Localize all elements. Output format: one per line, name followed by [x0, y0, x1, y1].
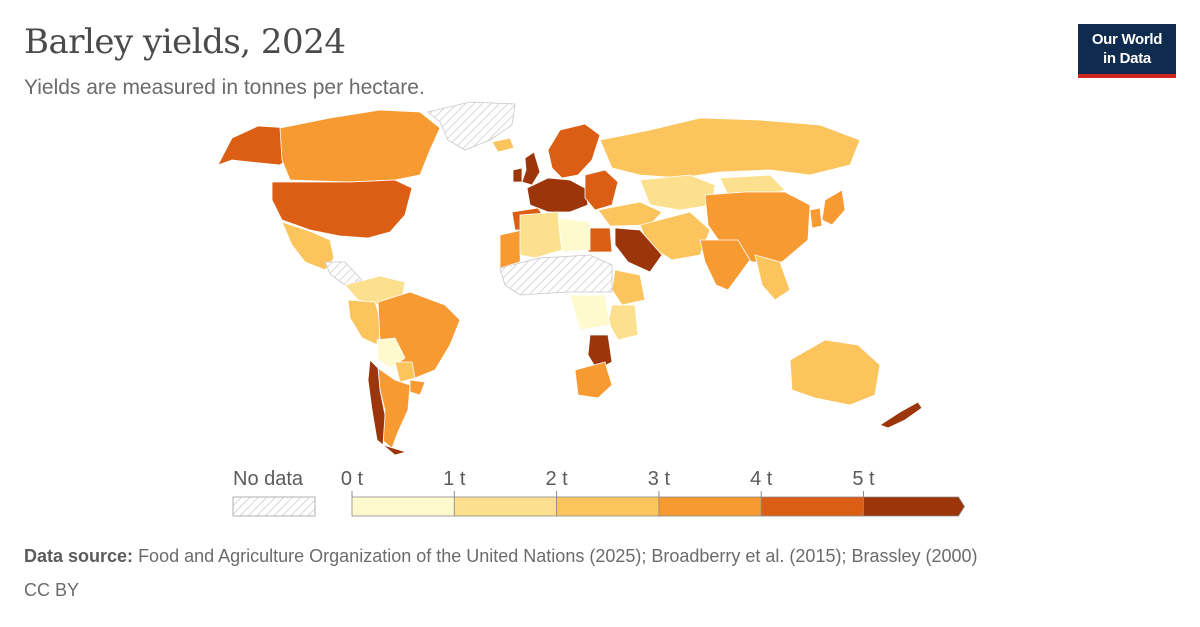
chart-title: Barley yields, 2024: [24, 22, 346, 62]
region-canada[interactable]: [279, 109, 441, 183]
region-iceland[interactable]: [491, 137, 515, 153]
region-ireland[interactable]: [512, 167, 523, 183]
region-morocco[interactable]: [499, 229, 523, 269]
region-sahel-west-africa[interactable]: [499, 254, 613, 296]
region-japan[interactable]: [821, 189, 846, 226]
region-dr-congo-region[interactable]: [569, 294, 611, 331]
legend-tick-label-5: 5 t: [852, 468, 875, 490]
region-new-zealand[interactable]: [879, 401, 923, 429]
logo-line-2: in Data: [1103, 50, 1151, 67]
data-source: Data source: Food and Agriculture Organi…: [24, 546, 978, 567]
region-uruguay[interactable]: [409, 379, 426, 396]
legend-tick-label-3: 3 t: [648, 468, 671, 490]
region-united-states[interactable]: [271, 179, 413, 239]
legend-tick-label-2: 2 t: [545, 468, 568, 490]
chart-subtitle: Yields are measured in tonnes per hectar…: [24, 76, 425, 99]
data-source-label: Data source:: [24, 546, 134, 566]
region-peru-ecuador[interactable]: [347, 299, 383, 346]
map-regions: [217, 101, 923, 456]
region-india[interactable]: [699, 239, 751, 291]
logo-line-1: Our World: [1091, 31, 1163, 48]
legend-tick-label-1: 1 t: [443, 468, 466, 490]
legend-bin-2[interactable]: [556, 496, 660, 517]
region-korea[interactable]: [809, 207, 823, 229]
region-australia[interactable]: [789, 339, 881, 406]
region-argentina[interactable]: [377, 367, 411, 449]
region-central-america[interactable]: [324, 261, 363, 286]
region-western-europe[interactable]: [526, 177, 589, 213]
map-legend: No data 0 t 1 t 2 t 3 t 4 t 5 t: [232, 468, 965, 517]
owid-logo[interactable]: Our World in Data: [1078, 24, 1176, 78]
region-south-africa[interactable]: [574, 361, 613, 399]
region-chile[interactable]: [367, 359, 408, 456]
region-eastern-europe[interactable]: [584, 169, 619, 211]
region-algeria[interactable]: [519, 211, 563, 259]
region-russia[interactable]: [599, 117, 861, 179]
legend-bin-0[interactable]: [351, 496, 455, 517]
legend-bin-5[interactable]: [863, 496, 965, 517]
region-kenya-tanzania[interactable]: [607, 304, 639, 341]
legend-bin-3[interactable]: [658, 496, 762, 517]
region-united-kingdom[interactable]: [521, 151, 541, 186]
legend-bin-1[interactable]: [453, 496, 557, 517]
legend-bins: 0 t 1 t 2 t 3 t 4 t 5 t: [341, 468, 965, 517]
legend-tick-label-0: 0 t: [341, 468, 364, 490]
region-libya[interactable]: [557, 217, 591, 253]
region-turkey-caucasus[interactable]: [597, 201, 663, 227]
legend-bin-4[interactable]: [760, 496, 864, 517]
region-ethiopia[interactable]: [611, 269, 646, 306]
data-source-text: Food and Agriculture Organization of the…: [138, 546, 978, 566]
license: CC BY: [24, 580, 80, 600]
region-saudi-arabia[interactable]: [614, 227, 663, 273]
region-greenland[interactable]: [427, 101, 516, 151]
region-kazakhstan[interactable]: [639, 174, 716, 211]
region-paraguay[interactable]: [394, 361, 416, 383]
region-scandinavia[interactable]: [547, 123, 601, 179]
legend-no-data-label: No data: [233, 468, 304, 490]
region-southeast-asia[interactable]: [754, 254, 791, 301]
legend-tick-label-4: 4 t: [750, 468, 773, 490]
legend-no-data-swatch[interactable]: [232, 496, 316, 517]
